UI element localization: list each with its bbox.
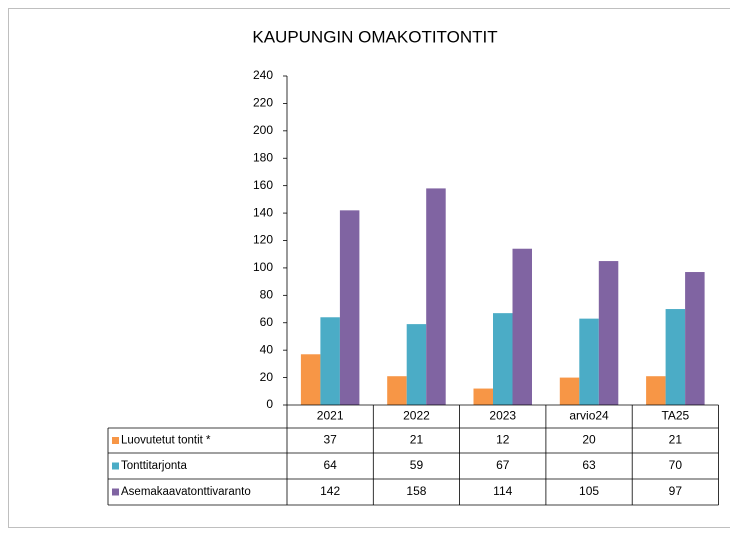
table-value: 105 bbox=[579, 484, 599, 498]
table-value: 67 bbox=[496, 458, 510, 472]
y-tick-label: 120 bbox=[253, 233, 273, 247]
bar bbox=[387, 376, 407, 405]
x-tick-label: TA25 bbox=[661, 409, 689, 423]
table-value: 64 bbox=[323, 458, 337, 472]
bar bbox=[300, 354, 321, 405]
table-value: 158 bbox=[406, 484, 426, 498]
table-value: 20 bbox=[582, 433, 596, 447]
y-tick-label: 80 bbox=[260, 288, 274, 302]
table-value: 70 bbox=[669, 458, 683, 472]
bar bbox=[579, 318, 599, 405]
table-value: 59 bbox=[410, 458, 424, 472]
table-value: 21 bbox=[410, 433, 424, 447]
bar bbox=[320, 317, 340, 405]
bar bbox=[406, 324, 427, 405]
bar bbox=[559, 377, 580, 405]
x-tick-label: 2021 bbox=[317, 409, 344, 423]
x-tick-label: 2023 bbox=[489, 409, 516, 423]
table-value: 12 bbox=[496, 433, 510, 447]
legend-swatch bbox=[112, 488, 119, 496]
bar bbox=[512, 248, 532, 405]
bar bbox=[646, 376, 666, 405]
table-value: 37 bbox=[323, 433, 337, 447]
legend-label: Asemakaavatonttivaranto bbox=[121, 486, 251, 498]
table-value: 63 bbox=[582, 458, 596, 472]
y-tick-label: 140 bbox=[253, 205, 273, 219]
y-tick-label: 160 bbox=[253, 178, 273, 192]
bar bbox=[685, 272, 705, 405]
legend-swatch bbox=[112, 462, 119, 470]
bar bbox=[598, 261, 619, 405]
y-tick-label: 40 bbox=[260, 342, 274, 356]
bar bbox=[493, 313, 513, 405]
table-value: 142 bbox=[320, 484, 340, 498]
bar bbox=[665, 309, 686, 405]
table-value: 114 bbox=[493, 484, 512, 498]
y-tick-label: 100 bbox=[253, 260, 273, 274]
bar bbox=[426, 188, 446, 405]
y-tick-label: 240 bbox=[253, 68, 273, 82]
y-tick-label: 220 bbox=[253, 96, 273, 110]
y-tick-label: 20 bbox=[260, 370, 274, 384]
bar bbox=[473, 388, 493, 405]
chart-title: KAUPUNGIN OMAKOTITONTIT bbox=[252, 27, 497, 46]
x-tick-label: arvio24 bbox=[569, 409, 609, 423]
y-tick-label: 200 bbox=[253, 123, 273, 137]
legend-label: Luovutetut tontit * bbox=[121, 435, 211, 447]
x-tick-label: 2022 bbox=[403, 409, 430, 423]
bar bbox=[339, 210, 360, 405]
chart-border bbox=[8, 8, 730, 528]
table-value: 97 bbox=[669, 484, 683, 498]
legend-label: Tonttitarjonta bbox=[121, 460, 187, 472]
y-tick-label: 0 bbox=[266, 397, 273, 411]
legend-swatch bbox=[112, 437, 119, 444]
y-tick-label: 180 bbox=[253, 150, 273, 164]
table-value: 21 bbox=[669, 433, 683, 447]
y-tick-label: 60 bbox=[260, 315, 274, 329]
